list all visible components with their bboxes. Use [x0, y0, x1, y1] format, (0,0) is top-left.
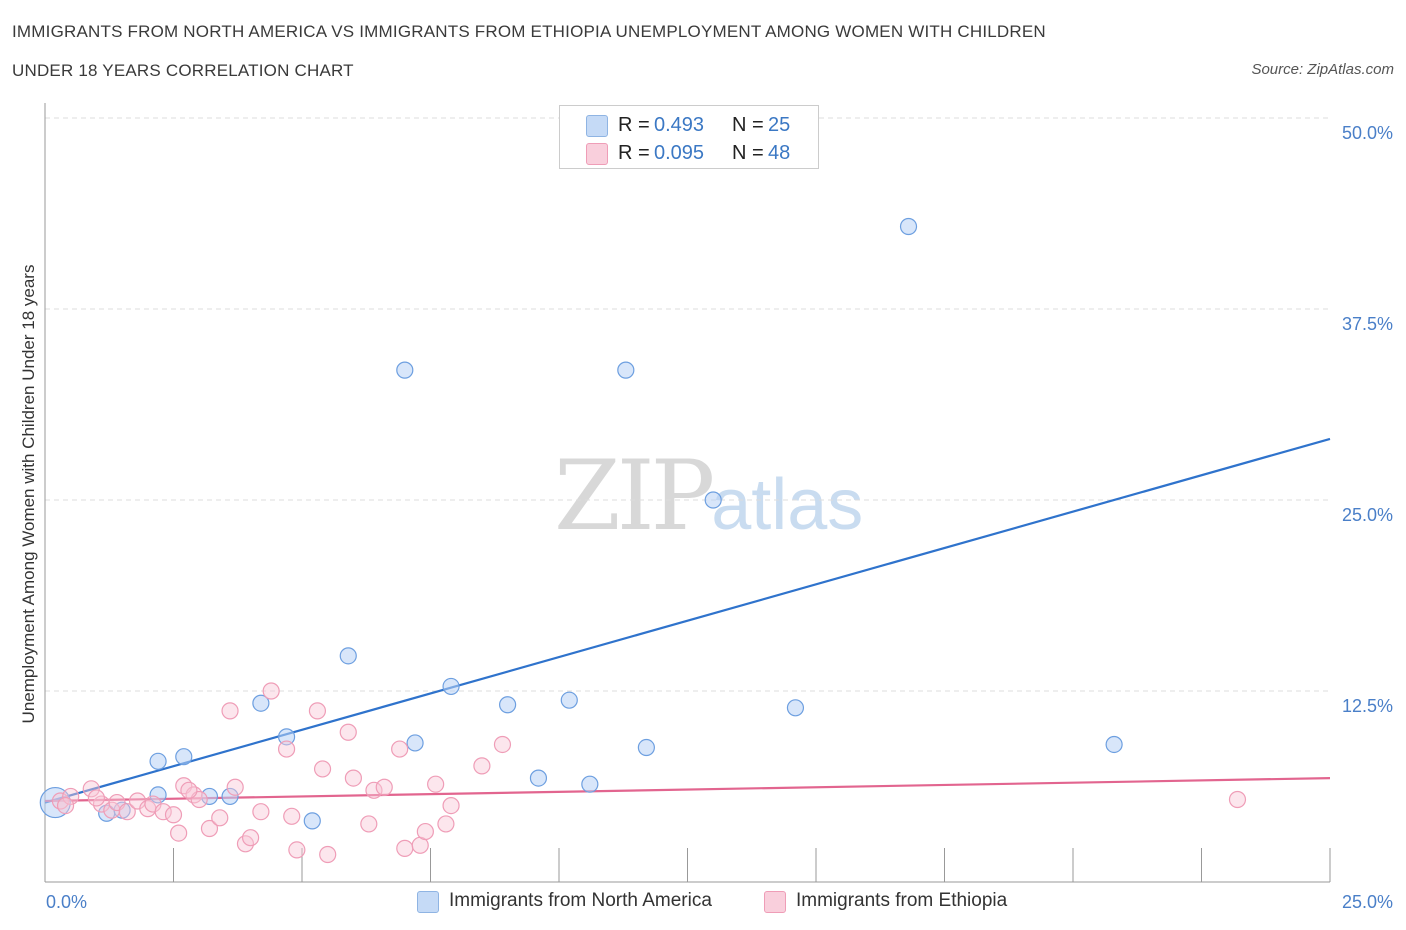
point-ethiopia — [391, 740, 409, 758]
point-north-america — [529, 769, 548, 787]
grid-lines — [45, 117, 1330, 692]
watermark-zip: ZIP — [554, 440, 715, 552]
bottom-legend-swatch-north-america — [417, 891, 439, 913]
watermark: ZIPatlas — [554, 440, 863, 552]
tick-labels: 12.5% 25.0% 37.5% 50.0% 0.0% 25.0% — [46, 123, 1393, 912]
point-north-america — [442, 677, 460, 696]
axes — [44, 103, 1331, 883]
legend-swatch-north-america — [586, 115, 608, 137]
point-ethiopia — [87, 789, 106, 807]
point-ethiopia — [437, 815, 455, 833]
point-north-america — [221, 787, 239, 806]
point-ethiopia — [283, 807, 301, 825]
point-ethiopia — [1228, 790, 1247, 809]
point-ethiopia — [180, 781, 198, 799]
point-ethiopia — [344, 769, 362, 787]
watermark-atlas: atlas — [711, 465, 864, 545]
point-ethiopia — [339, 723, 357, 741]
correlation-legend: R = 0.493 N = 25 R = 0.095 N = 48 — [559, 105, 819, 169]
point-ethiopia — [62, 787, 80, 806]
y-tick-label: 50.0% — [1342, 123, 1393, 143]
x-tick-label: 25.0% — [1342, 892, 1393, 912]
legend-n-label: N = — [732, 114, 764, 136]
legend-swatch-ethiopia — [586, 143, 608, 165]
trend-line-ethiopia — [44, 776, 1331, 803]
point-north-america — [406, 734, 424, 752]
point-north-america — [899, 217, 918, 236]
point-ethiopia — [200, 819, 219, 838]
point-ethiopia — [221, 702, 239, 720]
point-ethiopia — [262, 682, 280, 700]
point-ethiopia — [51, 792, 70, 810]
trend-line-north-america — [44, 437, 1331, 804]
point-ethiopia — [288, 841, 306, 859]
trend-lines — [44, 437, 1331, 804]
source-credit: Source: ZipAtlas.com — [1251, 61, 1394, 78]
point-north-america — [560, 691, 578, 709]
point-ethiopia — [211, 809, 229, 827]
bottom-legend-label-ethiopia: Immigrants from Ethiopia — [796, 890, 1008, 911]
point-ethiopia — [185, 786, 203, 804]
point-ethiopia — [375, 778, 393, 796]
bottom-legend-label-north-america: Immigrants from North America — [449, 890, 712, 911]
point-ethiopia — [164, 806, 183, 824]
point-ethiopia — [170, 824, 188, 842]
point-ethiopia — [252, 803, 270, 821]
legend-n-value-ethiopia: 48 — [768, 142, 791, 164]
point-north-america — [786, 699, 805, 717]
legend-r-value-ethiopia: 0.095 — [654, 142, 705, 164]
point-ethiopia — [365, 781, 383, 799]
point-ethiopia — [427, 775, 445, 793]
legend-n-label: N = — [732, 142, 764, 164]
point-north-america — [303, 812, 321, 830]
data-points — [39, 217, 1247, 864]
point-north-america — [637, 738, 655, 757]
point-ethiopia — [82, 780, 100, 798]
point-ethiopia — [319, 845, 337, 864]
point-north-america — [617, 361, 635, 379]
point-north-america — [1105, 735, 1123, 754]
point-north-america — [396, 361, 414, 379]
point-ethiopia — [473, 757, 491, 775]
point-north-america — [252, 694, 270, 712]
legend-r-label: R = — [618, 142, 650, 164]
y-axis-label: Unemployment Among Women with Children U… — [19, 265, 38, 724]
y-tick-label: 37.5% — [1342, 314, 1393, 334]
legend-n-value-north-america: 25 — [768, 114, 791, 136]
y-tick-label: 25.0% — [1342, 505, 1393, 525]
point-north-america — [581, 775, 599, 793]
point-north-america — [499, 696, 517, 714]
point-ethiopia — [442, 796, 460, 815]
point-ethiopia — [416, 822, 434, 841]
point-ethiopia — [226, 778, 244, 796]
legend-r-label: R = — [618, 114, 650, 136]
chart-title-line1: IMMIGRANTS FROM NORTH AMERICA VS IMMIGRA… — [12, 22, 1046, 41]
point-north-america — [704, 491, 722, 509]
point-north-america — [149, 786, 167, 804]
point-north-america — [339, 647, 357, 665]
point-ethiopia — [308, 702, 327, 720]
point-north-america — [149, 752, 167, 770]
point-ethiopia — [313, 760, 332, 778]
y-tick-label: 12.5% — [1342, 696, 1393, 716]
chart-title-line2: UNDER 18 YEARS CORRELATION CHART — [12, 61, 354, 80]
point-ethiopia — [360, 815, 378, 833]
x-tick-label: 0.0% — [46, 892, 87, 912]
point-ethiopia — [154, 803, 172, 821]
point-ethiopia — [242, 829, 260, 847]
point-ethiopia — [396, 839, 414, 857]
point-ethiopia — [493, 735, 512, 754]
point-north-america — [175, 748, 193, 766]
point-north-america — [277, 728, 296, 746]
point-ethiopia — [118, 803, 136, 821]
bottom-legend-swatch-ethiopia — [764, 891, 786, 913]
legend-r-value-north-america: 0.493 — [654, 114, 705, 136]
point-ethiopia — [277, 740, 296, 758]
point-ethiopia — [56, 796, 75, 815]
